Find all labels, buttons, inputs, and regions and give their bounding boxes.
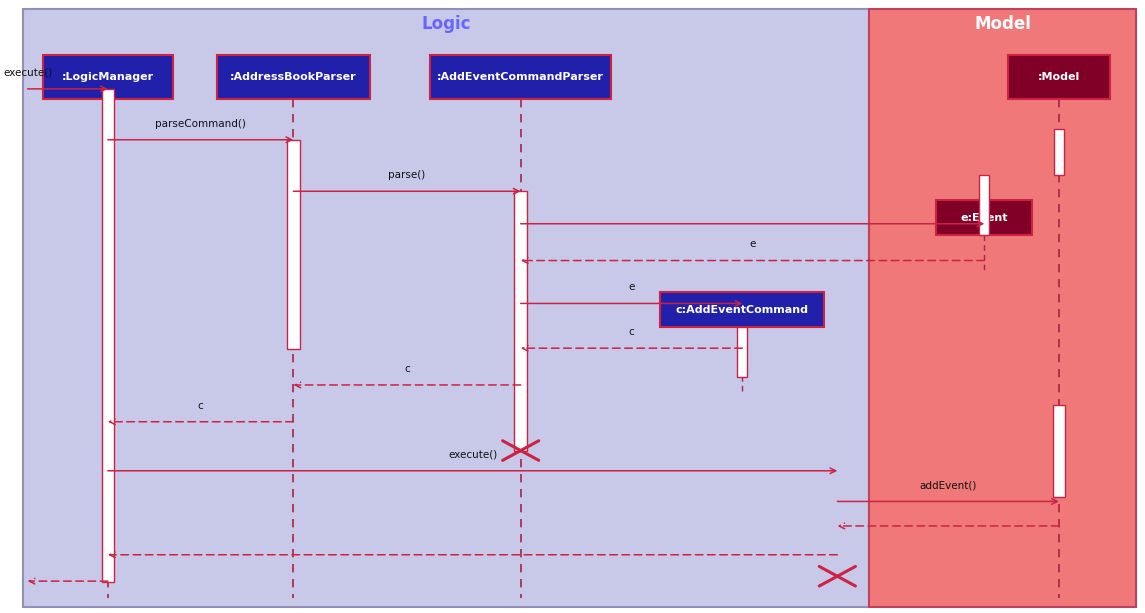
Bar: [23, 9, 869, 607]
Bar: [661, 292, 824, 327]
Text: :AddressBookParser: :AddressBookParser: [230, 72, 356, 82]
Text: e: e: [629, 283, 634, 292]
Bar: [514, 191, 527, 451]
Text: :AddEventCommandParser: :AddEventCommandParser: [437, 72, 605, 82]
Text: parse(): parse(): [388, 170, 426, 180]
Text: e:Event: e:Event: [961, 213, 1008, 223]
Text: execute(): execute(): [448, 450, 497, 460]
Text: Logic: Logic: [421, 15, 471, 33]
Bar: [1053, 129, 1064, 175]
Text: e: e: [749, 240, 756, 249]
Text: c: c: [629, 327, 634, 337]
Bar: [287, 140, 300, 349]
Bar: [102, 89, 115, 582]
Bar: [869, 9, 1136, 607]
Text: Model: Model: [974, 15, 1030, 33]
Text: execute(): execute(): [3, 68, 53, 78]
Bar: [1052, 405, 1065, 497]
Text: parseCommand(): parseCommand(): [156, 119, 246, 129]
Bar: [1008, 55, 1110, 99]
Text: :LogicManager: :LogicManager: [62, 72, 153, 82]
Bar: [42, 55, 173, 99]
Text: addEvent(): addEvent(): [919, 481, 977, 490]
Bar: [218, 55, 370, 99]
Text: :Model: :Model: [1037, 72, 1080, 82]
Bar: [431, 55, 611, 99]
Text: c: c: [198, 401, 204, 411]
Bar: [937, 200, 1033, 235]
Text: c:AddEventCommand: c:AddEventCommand: [676, 305, 808, 314]
Text: c: c: [404, 364, 410, 374]
Bar: [737, 327, 748, 377]
Bar: [979, 175, 989, 235]
